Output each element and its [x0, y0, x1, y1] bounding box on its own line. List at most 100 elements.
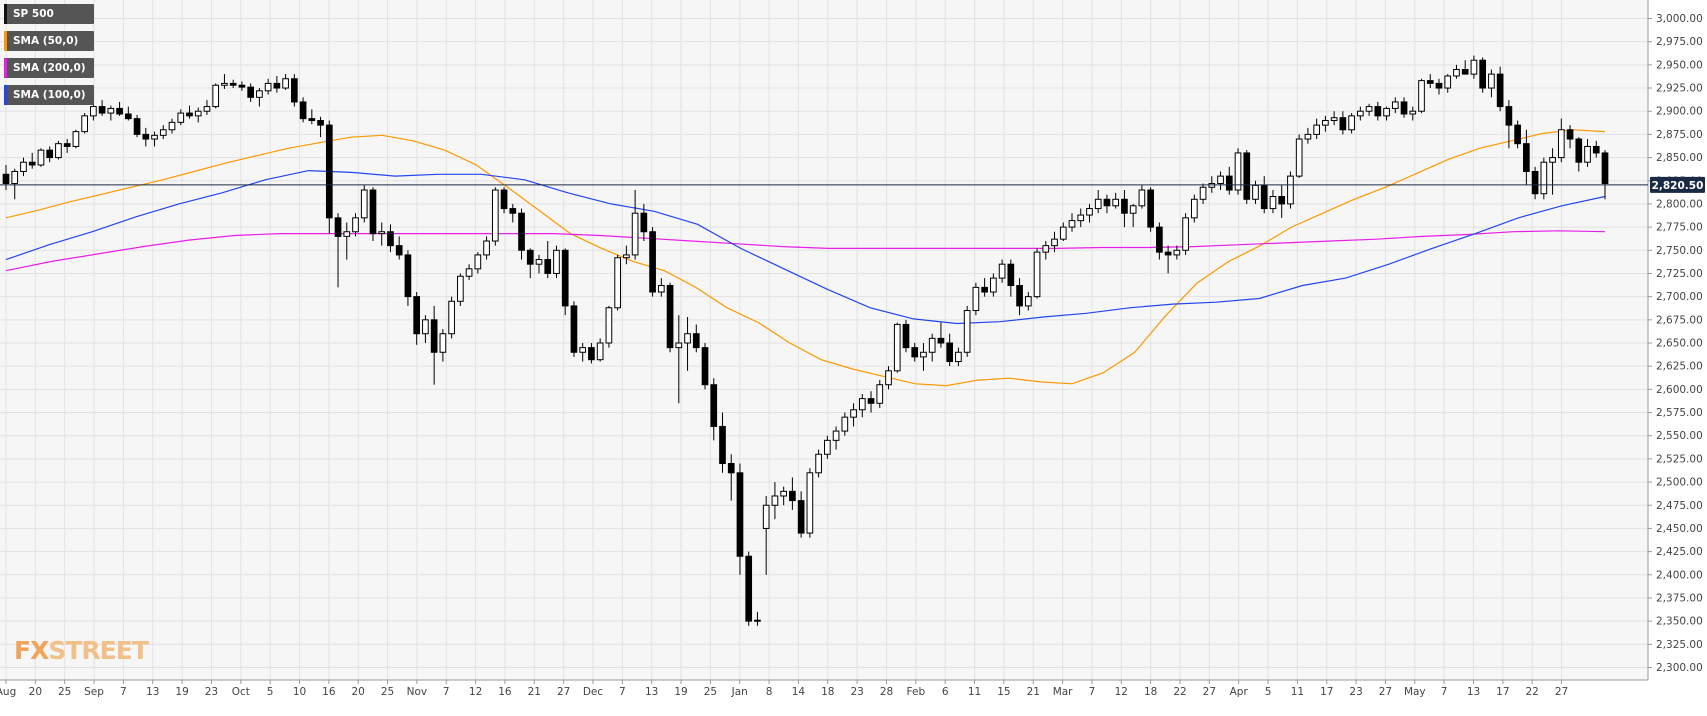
candle-body-down — [1592, 145, 1600, 154]
candle — [1243, 150, 1251, 204]
candle-body-up — [1051, 238, 1058, 247]
candle-body-up — [1365, 106, 1373, 112]
candle-body-down — [544, 259, 552, 274]
candle — [168, 118, 176, 134]
x-tick-label: 12 — [469, 686, 482, 698]
y-tick-label: 2,725.00 — [1656, 268, 1703, 280]
y-tick-label: 2,775.00 — [1656, 222, 1703, 234]
y-tick-label: 2,675.00 — [1656, 314, 1703, 326]
candle — [596, 338, 604, 362]
candle — [1121, 190, 1128, 228]
candle — [483, 236, 490, 260]
x-tick-label: 22 — [1526, 686, 1539, 698]
candle — [675, 315, 683, 404]
candle-body-up — [203, 106, 211, 112]
candle — [81, 113, 88, 134]
candle-body-up — [168, 121, 176, 131]
x-tick-label: 20 — [352, 686, 365, 698]
candle — [649, 227, 656, 297]
legend-label: SMA (200,0) — [13, 62, 86, 74]
candle-body-up — [1409, 110, 1417, 115]
candle — [832, 426, 840, 450]
x-tick-label: 19 — [175, 686, 188, 698]
candle-body-up — [893, 323, 901, 372]
y-tick-label: 2,475.00 — [1656, 500, 1703, 512]
candle-body-down — [1531, 170, 1539, 195]
candle-body-up — [55, 143, 62, 159]
y-tick-label: 2,925.00 — [1656, 83, 1703, 95]
candle — [526, 248, 534, 279]
y-tick-label: 2,525.00 — [1656, 453, 1703, 465]
candle — [885, 366, 892, 390]
candle-body-down — [1566, 129, 1574, 140]
candle — [535, 254, 543, 274]
candle — [1348, 113, 1355, 134]
candle-body-up — [1042, 245, 1050, 253]
candle — [780, 486, 787, 506]
candle-body-down — [334, 217, 342, 237]
candle — [762, 495, 770, 575]
candle — [1295, 134, 1303, 178]
candle — [623, 245, 630, 265]
x-tick-label: Sep — [84, 686, 104, 698]
candle-body-down — [666, 285, 674, 349]
y-tick-label: 3,000.00 — [1656, 13, 1703, 25]
candle-body-up — [1077, 214, 1085, 222]
candle — [1077, 208, 1085, 228]
candle-body-down — [1514, 124, 1521, 145]
candle-body-up — [920, 351, 927, 358]
candle — [1147, 187, 1154, 232]
y-tick-label: 2,400.00 — [1656, 569, 1703, 581]
legend-item: SMA (50,0) — [4, 31, 94, 51]
x-tick-label: 10 — [293, 686, 306, 698]
candle — [1584, 139, 1591, 167]
candle-body-down — [1121, 198, 1128, 214]
candle-body-up — [1129, 205, 1137, 214]
candle — [955, 347, 962, 367]
candle-body-down — [1016, 285, 1023, 307]
candle-body-down — [1426, 80, 1434, 84]
candle — [1182, 213, 1189, 255]
candle — [1531, 166, 1539, 200]
candle-body-up — [885, 370, 892, 386]
candle — [544, 241, 552, 279]
candle — [561, 248, 569, 316]
candle — [264, 78, 272, 95]
candle-body-down — [142, 133, 150, 140]
candle-body-down — [1479, 59, 1487, 89]
candle-body-down — [1243, 152, 1251, 200]
x-tick-label: 23 — [205, 686, 218, 698]
x-tick-label: 7 — [1089, 686, 1096, 698]
candle — [1470, 55, 1478, 79]
candle — [387, 224, 394, 253]
y-tick-label: 2,875.00 — [1656, 129, 1703, 141]
candle — [299, 97, 307, 123]
x-tick-label: 13 — [645, 686, 658, 698]
candle-body-up — [20, 161, 27, 172]
candle — [806, 468, 814, 538]
candle-body-up — [963, 310, 971, 353]
candle-body-up — [343, 231, 351, 237]
x-tick-label: 23 — [850, 686, 863, 698]
legend-item: SMA (100,0) — [4, 85, 94, 105]
legend: SP 500 SMA (50,0) SMA (200,0) SMA (100,0) — [4, 4, 94, 112]
candle-body-up — [1549, 157, 1556, 163]
y-tick-label: 2,325.00 — [1656, 639, 1703, 651]
candle-body-down — [649, 231, 656, 293]
candle-body-down — [1103, 198, 1111, 207]
candle — [63, 139, 71, 153]
candle-body-up — [212, 84, 220, 108]
candle-body-up — [1470, 59, 1478, 75]
y-tick-label: 2,650.00 — [1656, 338, 1703, 350]
candle-body-down — [1435, 82, 1443, 89]
candle — [1033, 248, 1041, 299]
candle — [1444, 74, 1452, 93]
candle — [343, 222, 351, 260]
x-tick-label: Aug — [0, 686, 16, 698]
candle-body-down — [273, 82, 281, 89]
candle-body-down — [1339, 117, 1347, 131]
candle-body-up — [194, 110, 202, 117]
candle — [736, 463, 744, 575]
candle — [221, 74, 228, 89]
candle-body-down — [1278, 196, 1286, 205]
